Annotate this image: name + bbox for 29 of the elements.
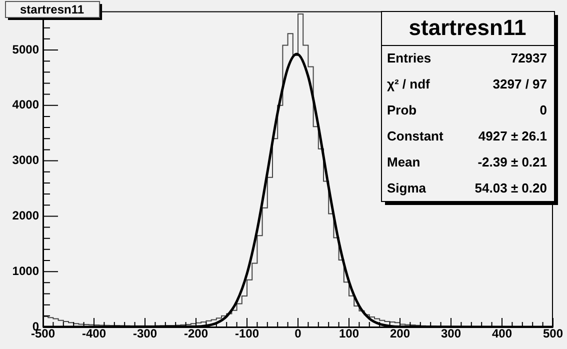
annotation: Prob — [387, 102, 417, 118]
x-tick-label: 0 — [294, 326, 302, 341]
annotation: Constant — [387, 128, 444, 144]
x-tick-label: -100 — [234, 326, 260, 341]
chart-title: startresn11 — [20, 2, 84, 16]
x-tick-label: -200 — [184, 326, 208, 341]
annotation: χ² / ndf — [387, 76, 431, 92]
y-tick-label: 1000 — [12, 264, 40, 278]
y-tick-label: 2000 — [12, 208, 40, 223]
annotation: -2.39 ± 0.21 — [478, 154, 547, 170]
x-tick-label: -300 — [132, 326, 158, 341]
annotation: 4927 ± 26.1 — [478, 128, 547, 144]
annotation: 0 — [540, 102, 547, 118]
x-tick-label: 300 — [440, 326, 462, 341]
annotation: startresn11 — [408, 15, 526, 40]
x-tick-label: 400 — [492, 326, 512, 341]
annotation: 72937 — [510, 50, 547, 66]
annotation: Mean — [387, 154, 420, 170]
x-tick-label: 200 — [390, 326, 410, 341]
x-tick-label: 100 — [338, 326, 360, 341]
annotation: 54.03 ± 0.20 — [474, 180, 547, 196]
y-tick-label: 5000 — [12, 42, 40, 56]
annotation: 3297 / 97 — [492, 76, 547, 92]
x-tick-label: -400 — [82, 326, 106, 341]
y-tick-label: 3000 — [12, 153, 40, 168]
annotation: Sigma — [387, 180, 427, 196]
y-tick-label: 4000 — [12, 98, 40, 112]
annotation: Entries — [387, 50, 432, 66]
x-tick-label: 500 — [542, 326, 564, 341]
